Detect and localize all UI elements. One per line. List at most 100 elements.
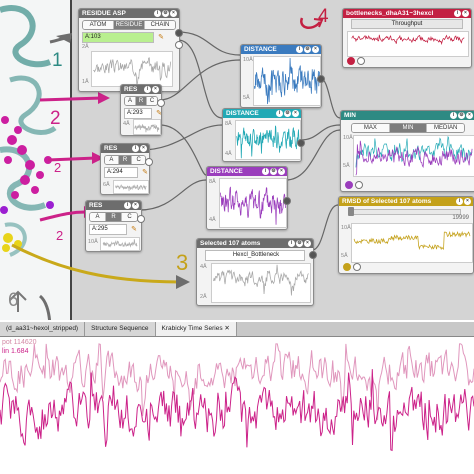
output-port[interactable] [353, 263, 361, 271]
output-port[interactable] [357, 57, 365, 65]
min-node[interactable]: MIN i ⚙ × MAX MIN MEDIAN 10Å 5Å [340, 110, 474, 192]
pick-icon[interactable]: ✎ [142, 169, 148, 176]
output-port[interactable] [355, 181, 363, 189]
tab-trajectory[interactable]: (d_aa31~hexol_stripped) [0, 322, 86, 336]
info-icon[interactable]: i [296, 46, 303, 53]
residue-field[interactable]: A:293 ✎ [124, 108, 162, 119]
tab-c[interactable]: C [122, 213, 137, 221]
residue-asp-node[interactable]: RESIDUE ASP i ⚙ × ATOM RESIDUE CHAIN A:103… [78, 8, 183, 92]
tab-a[interactable]: A [125, 97, 136, 105]
info-icon[interactable]: i [450, 112, 457, 119]
settings-icon[interactable]: ⚙ [162, 10, 169, 17]
tab-residue[interactable]: RESIDUE [114, 21, 145, 29]
residue-field[interactable]: A:294 ✎ [104, 167, 148, 178]
res-node-293[interactable]: RES i × A R C A:293 ✎ 4Å [120, 84, 165, 136]
close-icon[interactable]: × [132, 202, 139, 209]
output-port[interactable] [175, 41, 183, 49]
node-header[interactable]: RMSD of Selected 107 atoms i × [339, 197, 473, 206]
node-header[interactable]: DISTANCE i ⚙ × [223, 109, 301, 118]
selection-mode-tabs[interactable]: A R C [104, 155, 146, 165]
close-icon[interactable]: × [304, 240, 311, 247]
residue-field[interactable]: A:103 ✎ [82, 32, 164, 43]
distance-node-teal[interactable]: DISTANCE i ⚙ × 8Å 4Å [222, 108, 305, 162]
info-icon[interactable]: i [144, 86, 151, 93]
close-icon[interactable]: × [462, 10, 469, 17]
node-header[interactable]: RES i × [121, 85, 161, 94]
info-icon[interactable]: i [124, 202, 131, 209]
settings-icon[interactable]: ⚙ [284, 110, 291, 117]
distance-node-blue[interactable]: DISTANCE i ⚙ × 10Å 5Å [240, 44, 325, 108]
settings-icon[interactable]: ⚙ [458, 112, 465, 119]
output-port[interactable] [283, 197, 291, 205]
tab-a[interactable]: A [105, 156, 119, 164]
rmsd-node[interactable]: RMSD of Selected 107 atoms i × 19999 10Å … [338, 196, 474, 274]
pick-icon[interactable]: ✎ [158, 34, 164, 41]
close-icon[interactable]: × [278, 168, 285, 175]
close-icon[interactable]: × [170, 10, 177, 17]
tab-r[interactable]: R [106, 213, 122, 221]
tab-median[interactable]: MEDIAN [427, 124, 464, 132]
input-port[interactable] [347, 57, 355, 65]
node-header[interactable]: MIN i ⚙ × [341, 111, 474, 120]
workflow-canvas[interactable]: 1 2 2 2 3 4 6 RESIDUE ASP i ⚙ × ATOM RESID… [0, 0, 474, 320]
tab-atom[interactable]: ATOM [83, 21, 114, 29]
settings-icon[interactable]: ⚙ [270, 168, 277, 175]
output-port[interactable] [137, 215, 145, 223]
node-header[interactable]: DISTANCE i ⚙ × [241, 45, 321, 54]
pick-icon[interactable]: ✎ [131, 226, 137, 233]
tab-max[interactable]: MAX [352, 124, 390, 132]
info-icon[interactable]: i [454, 10, 461, 17]
info-icon[interactable]: i [154, 10, 161, 17]
close-icon[interactable]: × [466, 112, 473, 119]
input-port[interactable] [343, 263, 351, 271]
info-icon[interactable]: i [276, 110, 283, 117]
info-icon[interactable]: i [456, 198, 463, 205]
output-port[interactable] [309, 251, 317, 259]
node-header[interactable]: bottlenecks_dhaA31~3hexcl i × [343, 9, 471, 18]
settings-icon[interactable]: ⚙ [296, 240, 303, 247]
pick-icon[interactable]: ✎ [156, 110, 162, 117]
output-port[interactable] [297, 139, 305, 147]
tab-min[interactable]: MIN [389, 124, 428, 132]
distance-node-purple[interactable]: DISTANCE i ⚙ × 8Å 4Å [206, 166, 291, 230]
node-header[interactable]: RESIDUE ASP i ⚙ × [79, 9, 179, 18]
close-icon[interactable]: × [292, 110, 299, 117]
output-port[interactable] [157, 99, 165, 107]
res-node-294[interactable]: RES i × A R C A:294 ✎ 6Å [100, 143, 153, 195]
close-icon[interactable]: × [140, 145, 147, 152]
info-icon[interactable]: i [262, 168, 269, 175]
close-icon[interactable]: × [152, 86, 159, 93]
info-icon[interactable]: i [132, 145, 139, 152]
close-icon[interactable]: ✕ [224, 325, 230, 332]
residue-field[interactable]: A:295 ✎ [89, 224, 137, 235]
tab-c[interactable]: C [147, 97, 157, 105]
tab-r[interactable]: R [136, 97, 147, 105]
tab-r[interactable]: R [118, 156, 133, 164]
node-header[interactable]: DISTANCE i ⚙ × [207, 167, 287, 176]
info-icon[interactable]: i [288, 240, 295, 247]
selected-atoms-node[interactable]: Selected 107 atoms i ⚙ × Hexcl_Bottleneck … [196, 238, 317, 306]
tab-a[interactable]: A [90, 213, 106, 221]
selection-mode-tabs[interactable]: ATOM RESIDUE CHAIN [82, 20, 176, 30]
settings-icon[interactable]: ⚙ [304, 46, 311, 53]
tab-c[interactable]: C [132, 156, 145, 164]
tab-krabicky-time-series[interactable]: Krabicky Time Series ✕ [155, 322, 237, 336]
selection-name-field[interactable]: Hexcl_Bottleneck [205, 250, 305, 261]
output-port[interactable] [317, 75, 325, 83]
slider-handle[interactable] [348, 207, 354, 216]
output-port[interactable] [145, 158, 153, 166]
selection-mode-tabs[interactable]: A R C [124, 96, 158, 106]
node-header[interactable]: RES i × [101, 144, 149, 153]
selection-mode-tabs[interactable]: A R C [89, 212, 138, 222]
bottleneck-node[interactable]: bottlenecks_dhaA31~3hexcl i × Throughput [342, 8, 472, 68]
node-header[interactable]: RES i × [86, 201, 141, 210]
aggregate-mode-tabs[interactable]: MAX MIN MEDIAN [351, 123, 465, 133]
res-node-295[interactable]: RES i × A R C A:295 ✎ 10Å [85, 200, 145, 252]
tab-chain[interactable]: CHAIN [145, 21, 175, 29]
close-icon[interactable]: × [464, 198, 471, 205]
time-series-viewer[interactable]: pot 114620 lin 1.684 [0, 337, 474, 474]
output-port[interactable] [175, 29, 183, 37]
input-port[interactable] [345, 181, 353, 189]
node-header[interactable]: Selected 107 atoms i ⚙ × [197, 239, 313, 248]
tab-structure-sequence[interactable]: Structure Sequence [85, 322, 156, 336]
